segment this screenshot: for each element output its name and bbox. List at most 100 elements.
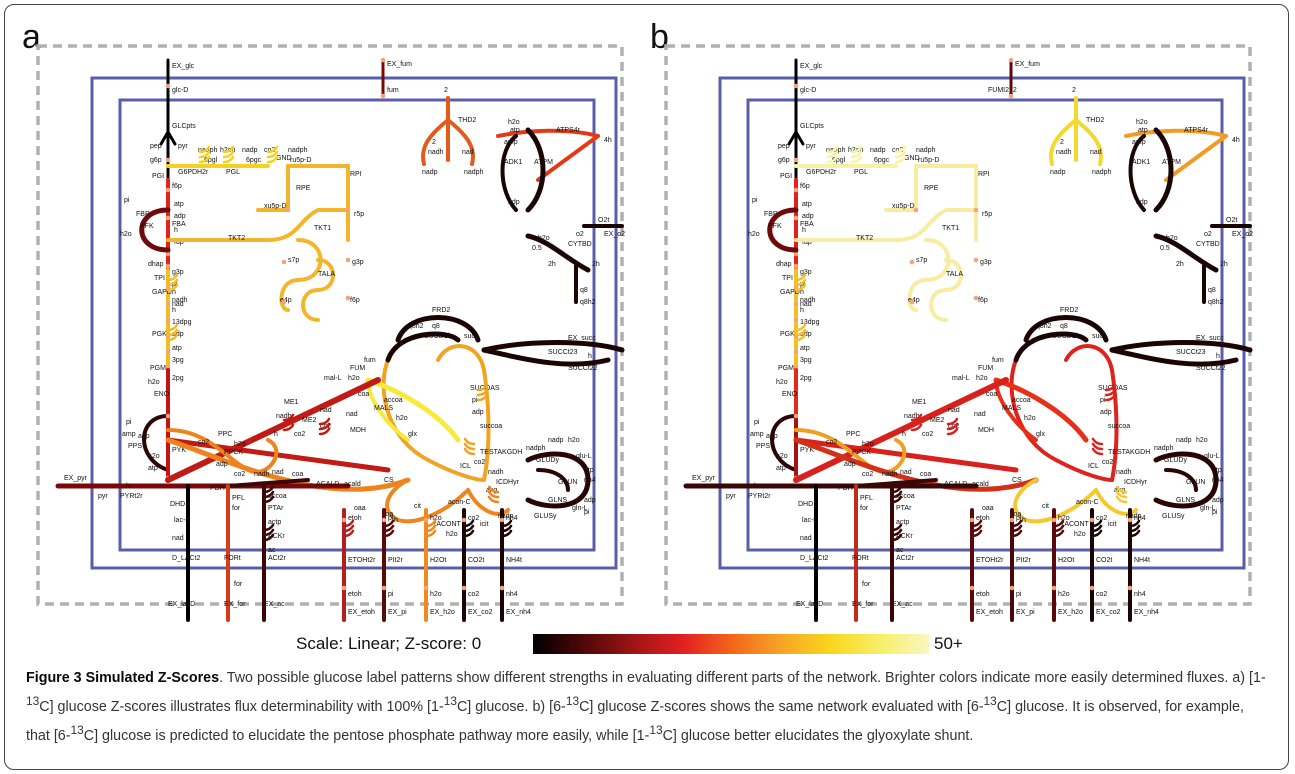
metabolite-label: cit: [1042, 503, 1049, 510]
cofactor-stub: [318, 417, 331, 426]
metabolite-label: h: [274, 431, 278, 438]
reaction-ATPM: [525, 127, 546, 213]
metabolite-label: f6p: [172, 183, 182, 190]
cofactor-stub: [1090, 524, 1103, 533]
metabolite-label: etoh: [976, 515, 990, 522]
metabolite-node: [461, 585, 467, 591]
metabolite-label: h: [1216, 353, 1220, 360]
metabolite-label: CS: [384, 477, 394, 484]
metabolite-label: e4p: [908, 297, 920, 304]
metabolite-label: EX_lacD: [168, 601, 195, 608]
metabolite-label: nad: [948, 407, 960, 414]
metabolite-label: THD2: [1086, 117, 1104, 124]
reaction-PPCK: [165, 437, 411, 492]
z-score-scale: Scale: Linear; Z-score: 0 50+: [0, 632, 1295, 656]
metabolite-node: [345, 257, 351, 263]
cofactor-stub: [946, 427, 959, 436]
metabolite-label: pi: [126, 419, 132, 426]
metabolite-label: NH4t: [1134, 557, 1150, 564]
reaction-GLUDy: [1153, 451, 1219, 509]
metabolite-label: EX_o2: [1232, 231, 1253, 238]
metabolite-node: [793, 187, 799, 193]
cofactor-stub: [424, 529, 437, 538]
metabolite-label: EX_for: [224, 601, 246, 608]
metabolite-label: SUCCt23: [548, 349, 578, 356]
metabolite-label: f6p: [350, 297, 360, 304]
metabolite-label: MDH: [978, 427, 994, 434]
metabolite-label: ADK1: [1132, 159, 1150, 166]
reaction-PPCK: [793, 437, 1039, 492]
metabolite-label: nad: [346, 411, 358, 418]
metabolite-label: RPE: [296, 185, 311, 192]
cofactor-stub: [487, 485, 500, 494]
cofactor-stub: [890, 495, 903, 504]
metabolite-label: FORt: [852, 555, 869, 562]
metabolite-label: lac-D: [802, 517, 818, 524]
cofactor-stub: [166, 278, 179, 287]
metabolite-label: atp: [148, 465, 158, 472]
metabolite-label: h2o: [1024, 415, 1036, 422]
metabolite-label: TKT2: [856, 235, 873, 242]
metabolite-label: pi: [1016, 515, 1022, 522]
caption-isotope: 13: [565, 694, 580, 708]
cofactor-stub: [382, 529, 395, 538]
reaction-FRD2: [395, 315, 481, 343]
metabolite-node: [1008, 93, 1014, 99]
cofactor-stub: [382, 524, 395, 533]
metabolite-label: 13dpg: [172, 319, 192, 326]
metabolite-label: pi: [752, 197, 758, 204]
metabolite-label: f6p: [800, 183, 810, 190]
cofactor-stub: [1104, 383, 1117, 392]
cofactor-stub: [463, 437, 476, 446]
caption-isotope: 13: [649, 722, 663, 737]
metabolite-label: o2: [576, 231, 584, 238]
metabolite-label: e4p: [280, 297, 292, 304]
metabolite-label: PPS: [756, 443, 770, 450]
metabolite-label: etoh: [348, 515, 362, 522]
cofactor-stub: [970, 529, 983, 538]
metabolite-label: EX_glc: [172, 63, 195, 70]
metabolite-label: rACONT: [434, 521, 462, 528]
metabolite-label: TPI: [782, 275, 793, 282]
metabolite-label: pi: [124, 197, 130, 204]
metabolite-label: fum: [387, 87, 399, 94]
metabolite-label: ATPS4r: [1184, 127, 1209, 134]
cofactor-stub: [424, 524, 437, 533]
metabolite-label: co2: [474, 459, 485, 466]
metabolite-node: [969, 517, 975, 523]
reaction-FBP: [767, 207, 799, 253]
caption-text-6: C] glucose is predicted to elucidate the…: [83, 727, 650, 744]
metabolite-label: GLUDy: [1164, 457, 1187, 464]
metabolite-label: 3pg: [172, 357, 184, 364]
reaction-EX_succ: [481, 340, 625, 353]
metabolite-label: h: [1022, 517, 1026, 524]
metabolite-label: EX_succ: [1196, 335, 1224, 342]
metabolite-label: 2pg: [800, 375, 812, 382]
metabolite-label: q8h2: [1208, 299, 1224, 306]
cofactor-stub: [266, 155, 279, 164]
metabolite-label: EX_ac: [264, 601, 285, 608]
reaction-ADK1: [1128, 134, 1146, 212]
metabolite-label: co2: [294, 431, 305, 438]
metabolite-label: co2: [922, 431, 933, 438]
metabolite-label: ADK1: [504, 159, 522, 166]
extracellular-boundary: [664, 44, 1252, 606]
metabolite-node: [969, 585, 975, 591]
cofactor-stub: [166, 273, 179, 282]
metabolite-label: succoa: [480, 423, 502, 430]
metabolite-label: 6pgc: [246, 157, 262, 164]
reaction-THD2-branch: [1049, 118, 1078, 166]
cofactor-stub: [910, 423, 923, 432]
metabolite-label: mal-L: [324, 375, 342, 382]
reaction-GLNS: [536, 468, 570, 492]
metabolite-label: g3p: [800, 269, 812, 276]
metabolite-label: for: [232, 505, 241, 512]
reaction-ATPS4r: [496, 128, 600, 138]
caption-title: Figure 3 Simulated Z-Scores: [26, 670, 220, 686]
metabolite-label: h2o: [538, 235, 550, 242]
metabolite-node: [165, 215, 171, 221]
metabolite-label: GLCpts: [172, 123, 196, 130]
cofactor-stub: [794, 283, 807, 292]
stoich: 0.5: [1160, 245, 1170, 252]
